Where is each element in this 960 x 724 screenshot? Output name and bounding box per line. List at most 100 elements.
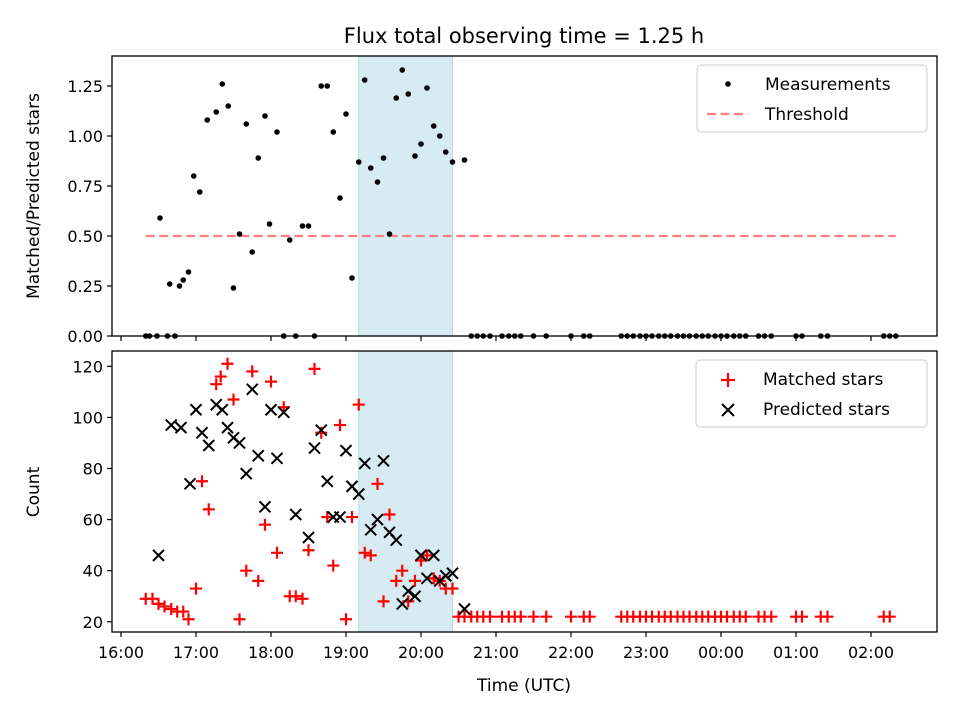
bottom-panel: 20 40 60 80 100 120 16:00 17:00 18:00 19:00 20:00… <box>24 351 938 696</box>
predicted-star-point <box>277 406 290 419</box>
bottom-y-axis-label: Count <box>24 466 44 517</box>
x-tick-label: 23:00 <box>623 643 669 662</box>
matched-star-point <box>527 610 540 623</box>
matched-star-point <box>221 357 234 370</box>
predicted-star-point <box>352 487 365 501</box>
bottom-y-tick-label: 120 <box>72 357 103 376</box>
predicted-star-point <box>202 439 215 452</box>
measurement-point <box>374 179 381 185</box>
x-tick-label: 21:00 <box>473 643 519 662</box>
top-y-ticks: 0.00 0.25 0.50 0.75 1.00 1.25 <box>67 77 112 346</box>
measurement-point <box>180 277 187 283</box>
matched-star-point <box>289 590 302 603</box>
measurement-point <box>449 159 456 165</box>
measurement-point <box>424 85 430 91</box>
figure-title: Flux total observing time = 1.25 h <box>344 24 704 48</box>
measurement-point <box>430 123 437 129</box>
matched-star-point <box>583 610 596 623</box>
x-tick-label: 16:00 <box>98 643 144 662</box>
measurement-point <box>318 83 325 89</box>
matched-star-point <box>240 564 253 577</box>
matched-star-point <box>364 549 377 562</box>
legend-predicted-label: Predicted stars <box>763 400 890 420</box>
matched-star-point <box>484 610 496 623</box>
measurement-point <box>461 157 468 163</box>
matched-star-point <box>371 477 384 490</box>
matched-star-point <box>390 574 403 587</box>
top-y-tick-label: 1.00 <box>67 127 103 146</box>
measurement-point <box>305 223 312 229</box>
predicted-star-point <box>252 449 265 462</box>
matched-star-points <box>140 357 896 626</box>
predicted-star-point <box>315 423 328 437</box>
measurement-point <box>343 111 349 117</box>
matched-star-point <box>177 605 190 618</box>
bottom-legend-box <box>695 359 928 428</box>
predicted-star-point <box>414 549 428 562</box>
legend-matched-label: Matched stars <box>763 370 883 390</box>
measurement-point <box>412 153 418 159</box>
matched-star-point <box>883 610 896 623</box>
measurement-point <box>286 237 293 243</box>
legend-matched-marker <box>721 373 735 387</box>
measurement-point <box>299 223 306 229</box>
measurement-point <box>219 81 226 87</box>
predicted-star-point <box>289 508 302 521</box>
measurement-point <box>225 103 232 109</box>
matched-star-point <box>334 419 346 432</box>
matched-star-point <box>396 564 409 577</box>
predicted-star-point <box>364 523 377 537</box>
x-tick-label: 01:00 <box>773 643 819 662</box>
matched-star-point <box>259 518 271 531</box>
measurement-point <box>337 195 343 201</box>
matched-star-point <box>421 549 433 562</box>
top-y-tick-label: 0.00 <box>67 327 103 346</box>
matched-star-point <box>152 597 165 610</box>
measurement-point <box>236 231 243 237</box>
measurement-point <box>361 77 368 83</box>
x-tick-label: 19:00 <box>323 643 369 662</box>
predicted-star-point <box>390 533 403 547</box>
matched-star-point <box>233 613 246 626</box>
measurement-point <box>266 221 273 227</box>
x-tick-label: 22:00 <box>548 643 594 662</box>
predicted-star-point <box>439 569 452 583</box>
predicted-star-point <box>233 436 246 450</box>
matched-star-point <box>327 559 340 572</box>
matched-star-point <box>182 613 195 626</box>
matched-star-point <box>308 362 321 375</box>
predicted-star-point <box>264 403 278 416</box>
legend-measurements-marker <box>725 81 731 87</box>
legend-predicted-marker <box>721 403 735 417</box>
top-y-tick-label: 1.25 <box>67 77 103 96</box>
matched-star-point <box>165 603 178 616</box>
predicted-star-point <box>189 403 203 416</box>
measurement-point <box>157 215 163 221</box>
matched-star-point <box>409 574 421 587</box>
predicted-star-point <box>377 454 390 468</box>
predicted-star-point <box>246 383 259 396</box>
measurement-point <box>262 113 268 119</box>
predicted-star-point <box>270 452 284 465</box>
predicted-star-point <box>358 457 371 470</box>
measurement-point <box>274 129 280 135</box>
matched-star-point <box>514 610 527 623</box>
measurement-point <box>330 129 337 135</box>
predicted-star-point <box>195 426 209 439</box>
predicted-star-point <box>216 403 229 416</box>
x-axis-label: Time (UTC) <box>476 676 571 696</box>
x-tick-label: 20:00 <box>398 643 444 662</box>
matched-star-point <box>196 475 208 488</box>
matched-star-point <box>190 582 202 595</box>
matched-star-point <box>271 546 283 559</box>
predicted-star-point <box>408 590 422 603</box>
predicted-star-point <box>396 597 409 611</box>
predicted-star-point <box>321 475 334 488</box>
x-tick-label: 17:00 <box>173 643 219 662</box>
x-tick-label: 00:00 <box>698 643 744 662</box>
predicted-star-points <box>152 383 471 616</box>
matched-star-point <box>227 393 240 406</box>
matched-star-point <box>321 511 334 524</box>
x-tick-label: 02:00 <box>848 643 894 662</box>
predicted-star-point <box>458 602 471 616</box>
